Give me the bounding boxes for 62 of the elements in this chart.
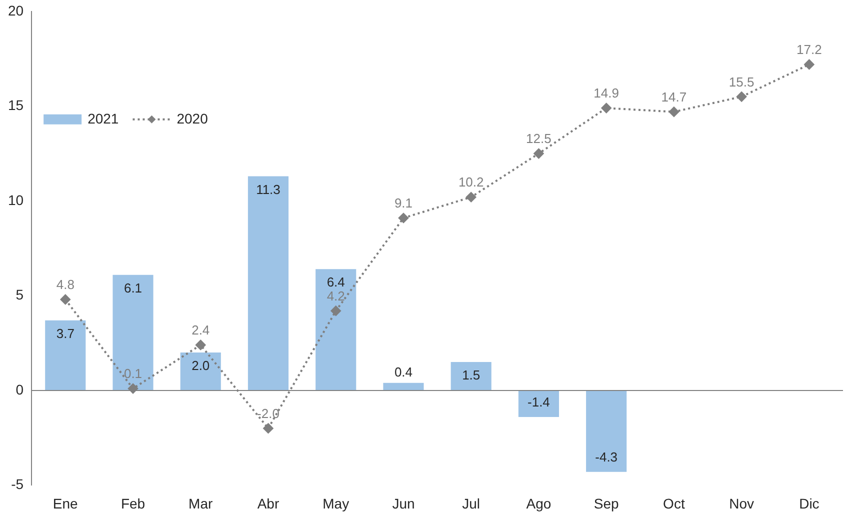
data-label: 3.7 xyxy=(56,326,74,341)
point xyxy=(668,106,679,117)
y-tick-label: 15 xyxy=(8,97,24,114)
y-tick-label: 20 xyxy=(8,2,24,18)
x-tick-label: Ene xyxy=(52,495,78,512)
point xyxy=(60,294,70,304)
bar xyxy=(586,390,627,472)
bar xyxy=(112,274,154,390)
point xyxy=(330,306,341,316)
data-label: 14.9 xyxy=(594,86,619,101)
data-label: 6.1 xyxy=(124,280,142,296)
x-tick-label: Jul xyxy=(462,495,480,512)
data-label: 0.4 xyxy=(394,364,413,380)
data-label: -4.3 xyxy=(595,450,618,465)
y-tick-label: 5 xyxy=(16,286,24,303)
data-label: -2.0 xyxy=(257,406,280,421)
y-tick-label: 0 xyxy=(16,381,24,398)
x-tick-label: Dic xyxy=(799,495,820,512)
x-tick-label: Feb xyxy=(120,495,146,512)
data-label: 0.1 xyxy=(124,366,142,382)
data-label: 14.7 xyxy=(661,89,687,104)
data-label: 2.0 xyxy=(192,358,210,374)
bar xyxy=(450,362,492,390)
legend-label: 2020 xyxy=(176,110,208,126)
data-label: 10.2 xyxy=(458,174,484,190)
y-tick-label: -5 xyxy=(11,476,24,492)
bar xyxy=(248,176,289,390)
bar xyxy=(518,390,559,417)
data-label: 12.5 xyxy=(526,131,552,146)
point xyxy=(804,59,814,70)
x-tick-label: May xyxy=(322,495,350,512)
bar xyxy=(45,320,86,390)
data-label: 9.1 xyxy=(394,196,413,211)
data-label: 6.4 xyxy=(326,274,345,290)
point xyxy=(128,384,138,394)
point xyxy=(534,148,544,159)
data-label: 15.5 xyxy=(728,74,754,90)
point xyxy=(398,212,408,223)
point xyxy=(601,103,612,114)
point xyxy=(196,340,206,350)
bar xyxy=(180,352,221,390)
point xyxy=(263,423,274,434)
point xyxy=(466,192,476,202)
data-label: 2.4 xyxy=(192,322,210,338)
data-label: 1.5 xyxy=(462,368,480,383)
data-label: 11.3 xyxy=(256,182,280,197)
legend-label: 2021 xyxy=(88,110,119,126)
x-tick-label: Nov xyxy=(729,495,754,512)
x-tick-label: Sep xyxy=(594,495,619,512)
bar xyxy=(316,269,356,390)
data-label: -1.4 xyxy=(528,394,550,410)
x-tick-label: Oct xyxy=(663,495,685,512)
x-tick-label: Mar xyxy=(188,495,214,512)
bar xyxy=(383,382,424,390)
x-tick-label: Ago xyxy=(526,495,552,512)
y-tick-label: 10 xyxy=(8,192,24,208)
data-label: 17.2 xyxy=(796,42,822,58)
data-label: 4.8 xyxy=(56,277,74,292)
data-label: 4.2 xyxy=(326,288,345,304)
x-tick-label: Jun xyxy=(392,495,415,512)
x-tick-label: Abr xyxy=(257,495,280,512)
point xyxy=(736,92,747,102)
